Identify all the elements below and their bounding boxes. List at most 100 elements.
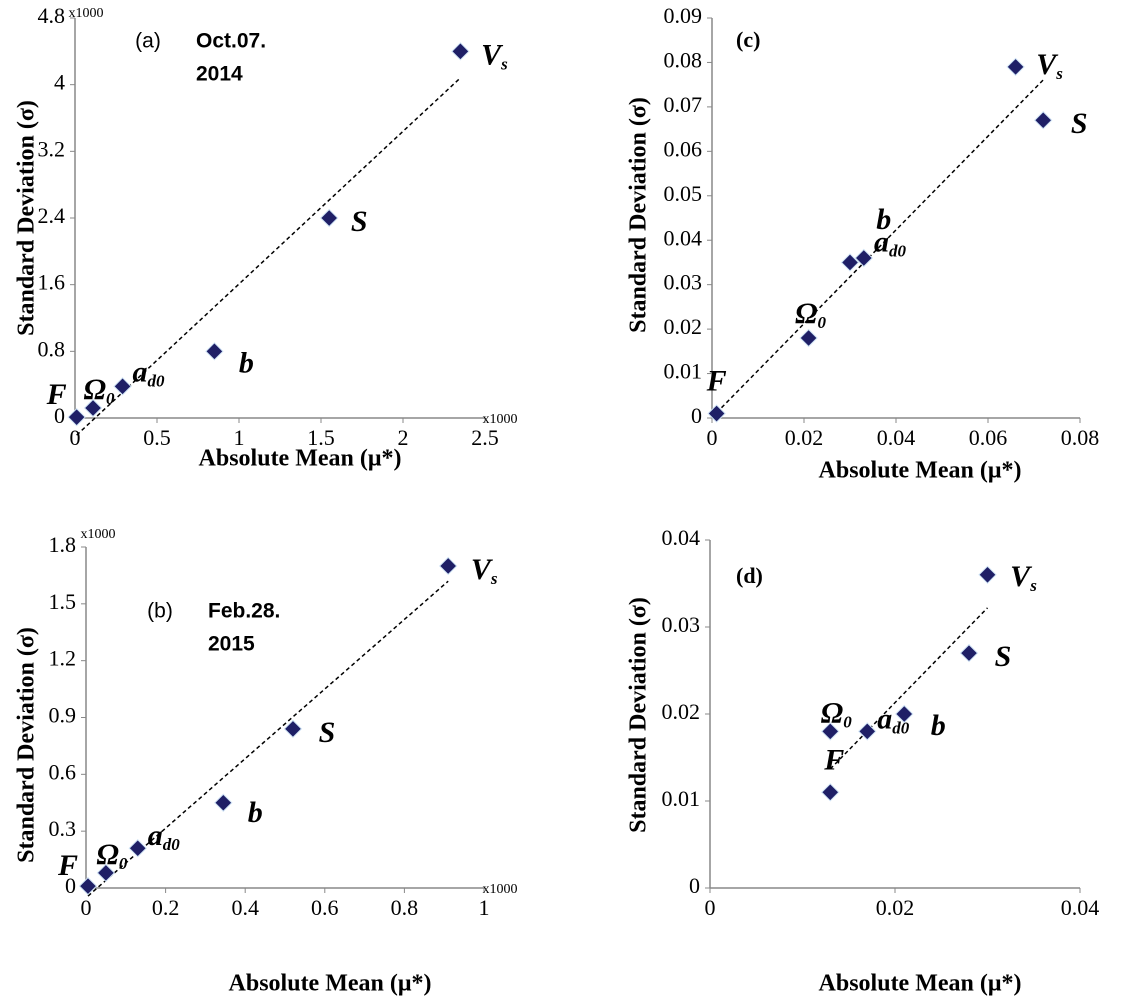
label-text: Ω bbox=[84, 373, 106, 406]
data-point bbox=[214, 793, 233, 812]
y-axis-title: Standard Deviation (σ) bbox=[626, 597, 652, 833]
point-label: Vs bbox=[471, 553, 498, 588]
label-subscript: 0 bbox=[843, 712, 852, 731]
x-tick-label: 1 bbox=[234, 425, 245, 450]
label-text: a bbox=[877, 702, 892, 735]
panel-label: (b) bbox=[147, 600, 173, 623]
data-point bbox=[1006, 57, 1025, 77]
label-subscript: s bbox=[490, 569, 498, 588]
y-axis-title: Standard Deviation (σ) bbox=[14, 100, 40, 336]
point-label: b bbox=[876, 203, 891, 236]
y-tick-label: 1.6 bbox=[38, 270, 66, 295]
x-axis-title: Absolute Mean (μ*) bbox=[199, 446, 402, 472]
annotation: 2015 bbox=[208, 633, 255, 656]
panel-label: (d) bbox=[736, 563, 763, 588]
data-point bbox=[83, 398, 103, 418]
y-tick-label: 2.4 bbox=[38, 203, 66, 228]
point-label: ad0 bbox=[877, 702, 910, 737]
point-label: S bbox=[995, 640, 1012, 673]
x-axis-title: Absolute Mean (μ*) bbox=[229, 971, 432, 997]
y-tick-label: 0 bbox=[689, 873, 700, 898]
y-tick-label: 4.8 bbox=[38, 3, 66, 28]
x-tick-label: 0.2 bbox=[152, 895, 180, 920]
y-tick-label: 1.8 bbox=[49, 532, 77, 557]
y-tick-label: 1.2 bbox=[49, 646, 77, 671]
label-text: b bbox=[248, 796, 263, 829]
y-tick-label: 0.07 bbox=[664, 92, 703, 117]
point-label: F bbox=[57, 849, 78, 882]
label-subscript: s bbox=[1029, 576, 1037, 595]
y-tick-label: 0.02 bbox=[662, 699, 701, 724]
data-point bbox=[113, 377, 132, 396]
y-tick-label: 0.03 bbox=[664, 270, 703, 295]
label-text: a bbox=[874, 225, 889, 258]
data-point bbox=[858, 722, 877, 741]
data-point bbox=[978, 565, 997, 584]
data-point bbox=[821, 783, 840, 802]
data-point bbox=[854, 248, 873, 268]
y-tick-label: 0.06 bbox=[664, 136, 703, 161]
trendline bbox=[76, 77, 461, 436]
x-tick-label: 0.6 bbox=[311, 895, 339, 920]
data-point bbox=[1034, 111, 1053, 130]
point-label: b bbox=[248, 796, 263, 829]
label-text: S bbox=[351, 205, 368, 238]
x-tick-label: 0 bbox=[705, 895, 716, 920]
panel-label: (c) bbox=[736, 27, 760, 52]
y-tick-label: 0.02 bbox=[664, 314, 703, 339]
label-subscript: 0 bbox=[818, 313, 827, 332]
y-tick-label: 0.04 bbox=[664, 225, 703, 250]
label-text: V bbox=[1036, 48, 1059, 81]
data-point bbox=[320, 208, 339, 228]
y-axis-title: Standard Deviation (σ) bbox=[626, 97, 652, 333]
y-unit-label: x1000 bbox=[81, 527, 116, 542]
x-tick-label: 1.5 bbox=[307, 425, 335, 450]
y-tick-label: 0.09 bbox=[664, 3, 703, 28]
data-point bbox=[205, 342, 224, 361]
panel: 0 0.02 0.04 0 0.01 0.02 0.03 0.04 Absolute Mean … bbox=[626, 525, 1100, 996]
y-tick-label: 0 bbox=[54, 403, 65, 428]
label-text: F bbox=[46, 378, 67, 411]
annotation: Feb.28. bbox=[208, 600, 280, 623]
data-point bbox=[67, 407, 86, 427]
label-text: b bbox=[239, 346, 254, 379]
panel: 0 0.02 0.04 0.06 0.08 0 0.01 0.02 0.03 0.04 0.05 0.… bbox=[626, 3, 1100, 483]
y-axis-title: Standard Deviation (σ) bbox=[14, 627, 40, 863]
label-text: F bbox=[706, 364, 727, 397]
y-tick-label: 0.04 bbox=[662, 525, 701, 550]
label-text: a bbox=[148, 819, 163, 852]
label-text: V bbox=[1010, 560, 1033, 593]
label-text: S bbox=[995, 640, 1012, 673]
point-label: ad0 bbox=[148, 819, 181, 854]
point-label: F bbox=[706, 364, 727, 397]
label-text: Ω bbox=[96, 838, 118, 871]
y-tick-label: 0.6 bbox=[49, 759, 77, 784]
label-subscript: s bbox=[1055, 64, 1063, 83]
point-label: Ω0 bbox=[96, 838, 127, 873]
y-tick-label: 0 bbox=[691, 403, 702, 428]
y-tick-label: 0.3 bbox=[49, 816, 77, 841]
x-axis-title: Absolute Mean (μ*) bbox=[819, 971, 1022, 997]
point-label: F bbox=[46, 378, 67, 411]
x-tick-label: 0.08 bbox=[1061, 425, 1100, 450]
x-tick-label: 0.02 bbox=[785, 425, 824, 450]
point-label: ad0 bbox=[133, 355, 166, 390]
y-tick-label: 0.08 bbox=[664, 47, 703, 72]
point-label: F bbox=[823, 743, 844, 776]
data-point bbox=[799, 328, 818, 348]
label-text: F bbox=[57, 849, 78, 882]
y-tick-label: 0.01 bbox=[662, 786, 701, 811]
panel: 0 0.2 0.4 0.6 0.8 1 0 0.3 0.6 0.9 1.2 1.5 1.8 Absolut… bbox=[14, 527, 518, 996]
point-label: Vs bbox=[481, 38, 508, 73]
label-subscript: d0 bbox=[892, 718, 910, 737]
x-tick-label: 0 bbox=[70, 425, 81, 450]
label-text: Ω bbox=[795, 297, 817, 330]
x-unit-label: x1000 bbox=[483, 412, 518, 427]
y-unit-label: x1000 bbox=[69, 6, 104, 21]
label-text: b bbox=[876, 203, 891, 236]
x-tick-label: 0.4 bbox=[231, 895, 259, 920]
x-tick-label: 0 bbox=[81, 895, 92, 920]
label-subscript: d0 bbox=[163, 835, 181, 854]
data-point bbox=[451, 42, 470, 61]
label-text: a bbox=[133, 355, 148, 388]
